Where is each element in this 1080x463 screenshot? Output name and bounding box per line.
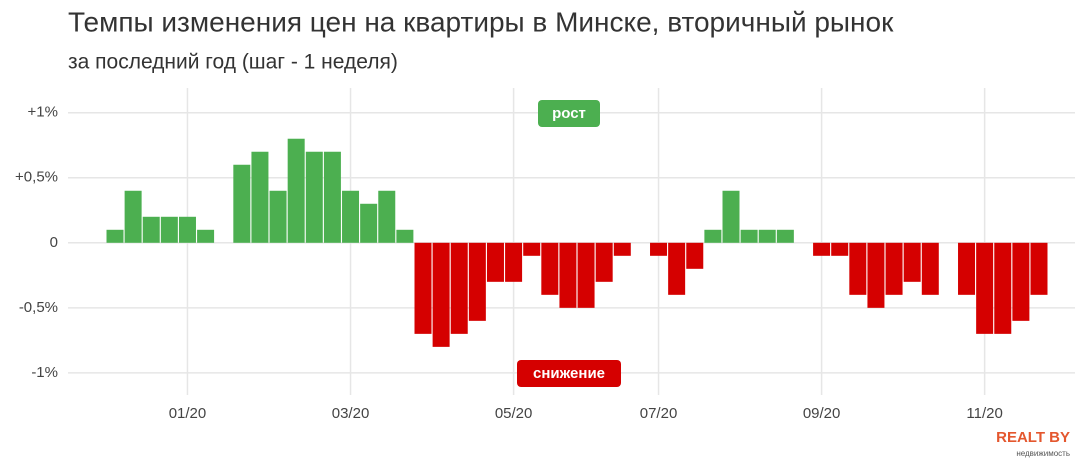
bar	[849, 242, 867, 295]
bar	[505, 242, 523, 282]
bar	[577, 242, 595, 308]
bar	[613, 242, 631, 256]
bar	[541, 242, 559, 295]
bar	[486, 242, 504, 282]
bar	[650, 242, 668, 256]
bar	[921, 242, 939, 295]
bar	[251, 151, 269, 243]
bar	[124, 190, 142, 243]
bar	[867, 242, 885, 308]
bar	[414, 242, 432, 334]
annotation: снижение	[533, 365, 605, 382]
bar	[831, 242, 849, 256]
x-tick-label: 01/20	[169, 405, 207, 422]
bar	[523, 242, 541, 256]
bar	[668, 242, 686, 295]
x-tick-label: 07/20	[640, 405, 678, 422]
bar	[994, 242, 1012, 334]
annotation-badge	[517, 360, 621, 387]
bar	[142, 216, 160, 243]
bar	[305, 151, 323, 243]
bar	[813, 242, 831, 256]
bar	[323, 151, 341, 243]
logo-tagline: недвижимость	[1016, 449, 1070, 458]
bar	[178, 216, 196, 243]
bar	[885, 242, 903, 295]
bar	[958, 242, 976, 295]
bar	[1012, 242, 1030, 321]
bar	[396, 229, 414, 243]
bar	[360, 203, 378, 243]
bar	[722, 190, 740, 243]
bar	[432, 242, 450, 347]
y-tick-label: +0,5%	[15, 169, 58, 186]
bar	[287, 138, 305, 243]
x-tick-label: 03/20	[332, 405, 370, 422]
bar	[686, 242, 704, 269]
bar	[776, 229, 794, 243]
x-tick-label: 11/20	[966, 405, 1002, 422]
x-tick-label: 05/20	[495, 405, 533, 422]
bar	[595, 242, 613, 282]
chart-subtitle: за последний год (шаг - 1 неделя)	[68, 51, 398, 74]
y-tick-label: 0	[50, 234, 58, 251]
bar	[197, 229, 215, 243]
bar	[758, 229, 776, 243]
bar	[740, 229, 758, 243]
bar	[378, 190, 396, 243]
y-tick-label: +1%	[28, 104, 58, 121]
y-tick-label: -0,5%	[19, 299, 58, 316]
logo: REALT BY	[996, 429, 1070, 446]
bar	[106, 229, 124, 243]
annotation-badge	[538, 100, 600, 127]
bar	[450, 242, 468, 334]
x-tick-label: 09/20	[803, 405, 841, 422]
bar	[233, 164, 251, 243]
bar	[160, 216, 178, 243]
bar	[903, 242, 921, 282]
y-tick-label: -1%	[31, 364, 58, 381]
bar	[704, 229, 722, 243]
bar	[269, 190, 287, 243]
bar	[468, 242, 486, 321]
bar	[559, 242, 577, 308]
bar	[342, 190, 360, 243]
chart-title: Темпы изменения цен на квартиры в Минске…	[68, 6, 894, 37]
annotation: рост	[552, 105, 586, 122]
bar	[1030, 242, 1048, 295]
bar	[976, 242, 994, 334]
